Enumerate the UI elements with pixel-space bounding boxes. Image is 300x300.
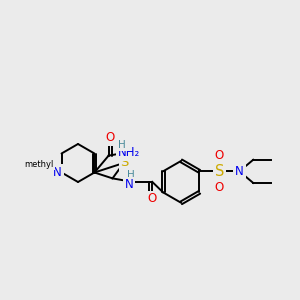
Text: N: N [53,166,62,179]
Text: S: S [215,164,224,179]
Text: NH₂: NH₂ [118,146,140,159]
Text: O: O [105,131,114,144]
Text: N: N [125,178,134,191]
Text: S: S [121,157,129,169]
Text: O: O [215,181,224,194]
Text: H: H [118,140,126,149]
Text: N: N [235,165,244,178]
Text: O: O [215,149,224,162]
Text: H: H [127,170,135,180]
Text: O: O [148,192,157,205]
Text: methyl: methyl [24,160,54,169]
